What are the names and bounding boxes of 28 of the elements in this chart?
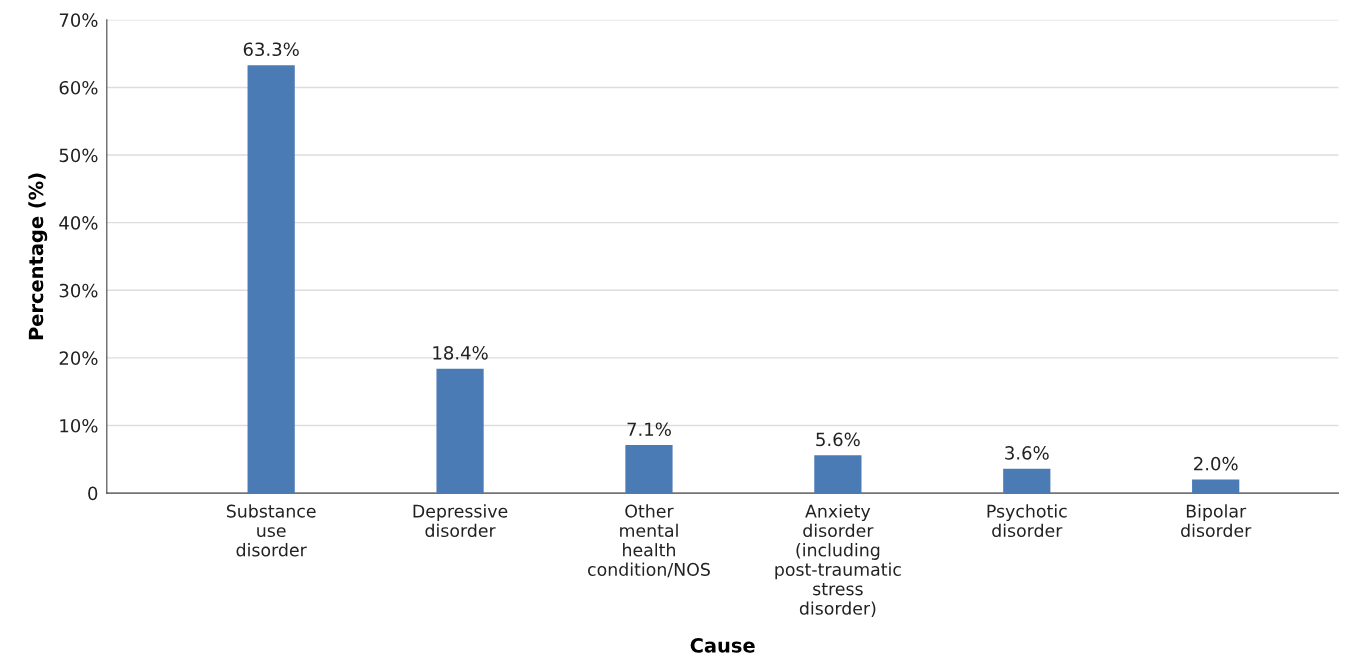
y-tick-label: 10%	[60, 418, 98, 433]
y-tick-label: 60%	[59, 80, 98, 95]
x-tick-label: Depressive disorder	[413, 504, 508, 538]
x-tick-label: Substance use disorder	[226, 504, 316, 557]
x-axis-title: Cause	[690, 638, 755, 653]
y-tick-label: 40%	[59, 216, 98, 230]
data-label: 2.0%	[1194, 456, 1238, 471]
data-label: 3.6%	[1005, 446, 1049, 460]
y-tick-label: 0	[88, 486, 98, 501]
y-tick-label: 50%	[59, 148, 98, 163]
data-label: 7.1%	[627, 422, 671, 437]
x-tick-label: Other mental health condition/NOS	[588, 504, 710, 578]
data-label: 5.6%	[816, 432, 860, 447]
data-label: 18.4%	[433, 345, 488, 360]
bar	[1003, 468, 1051, 494]
x-tick-label: Anxiety disorder (including post-traumatic stress disorder)	[775, 504, 901, 617]
data-label: 63.3%	[243, 42, 299, 57]
y-tick-label: 20%	[59, 351, 98, 365]
bar	[625, 445, 673, 494]
x-tick-label: Psychotic disorder	[987, 504, 1067, 538]
y-tick-label: 30%	[59, 283, 98, 298]
y-axis-title: Percentage (%)	[28, 173, 48, 340]
y-tick-label: 70%	[59, 13, 98, 27]
x-tick-label: Bipolar disorder	[1181, 504, 1252, 538]
bar	[247, 65, 295, 494]
bar	[814, 455, 862, 494]
bar	[436, 368, 484, 494]
bar	[1192, 479, 1240, 494]
